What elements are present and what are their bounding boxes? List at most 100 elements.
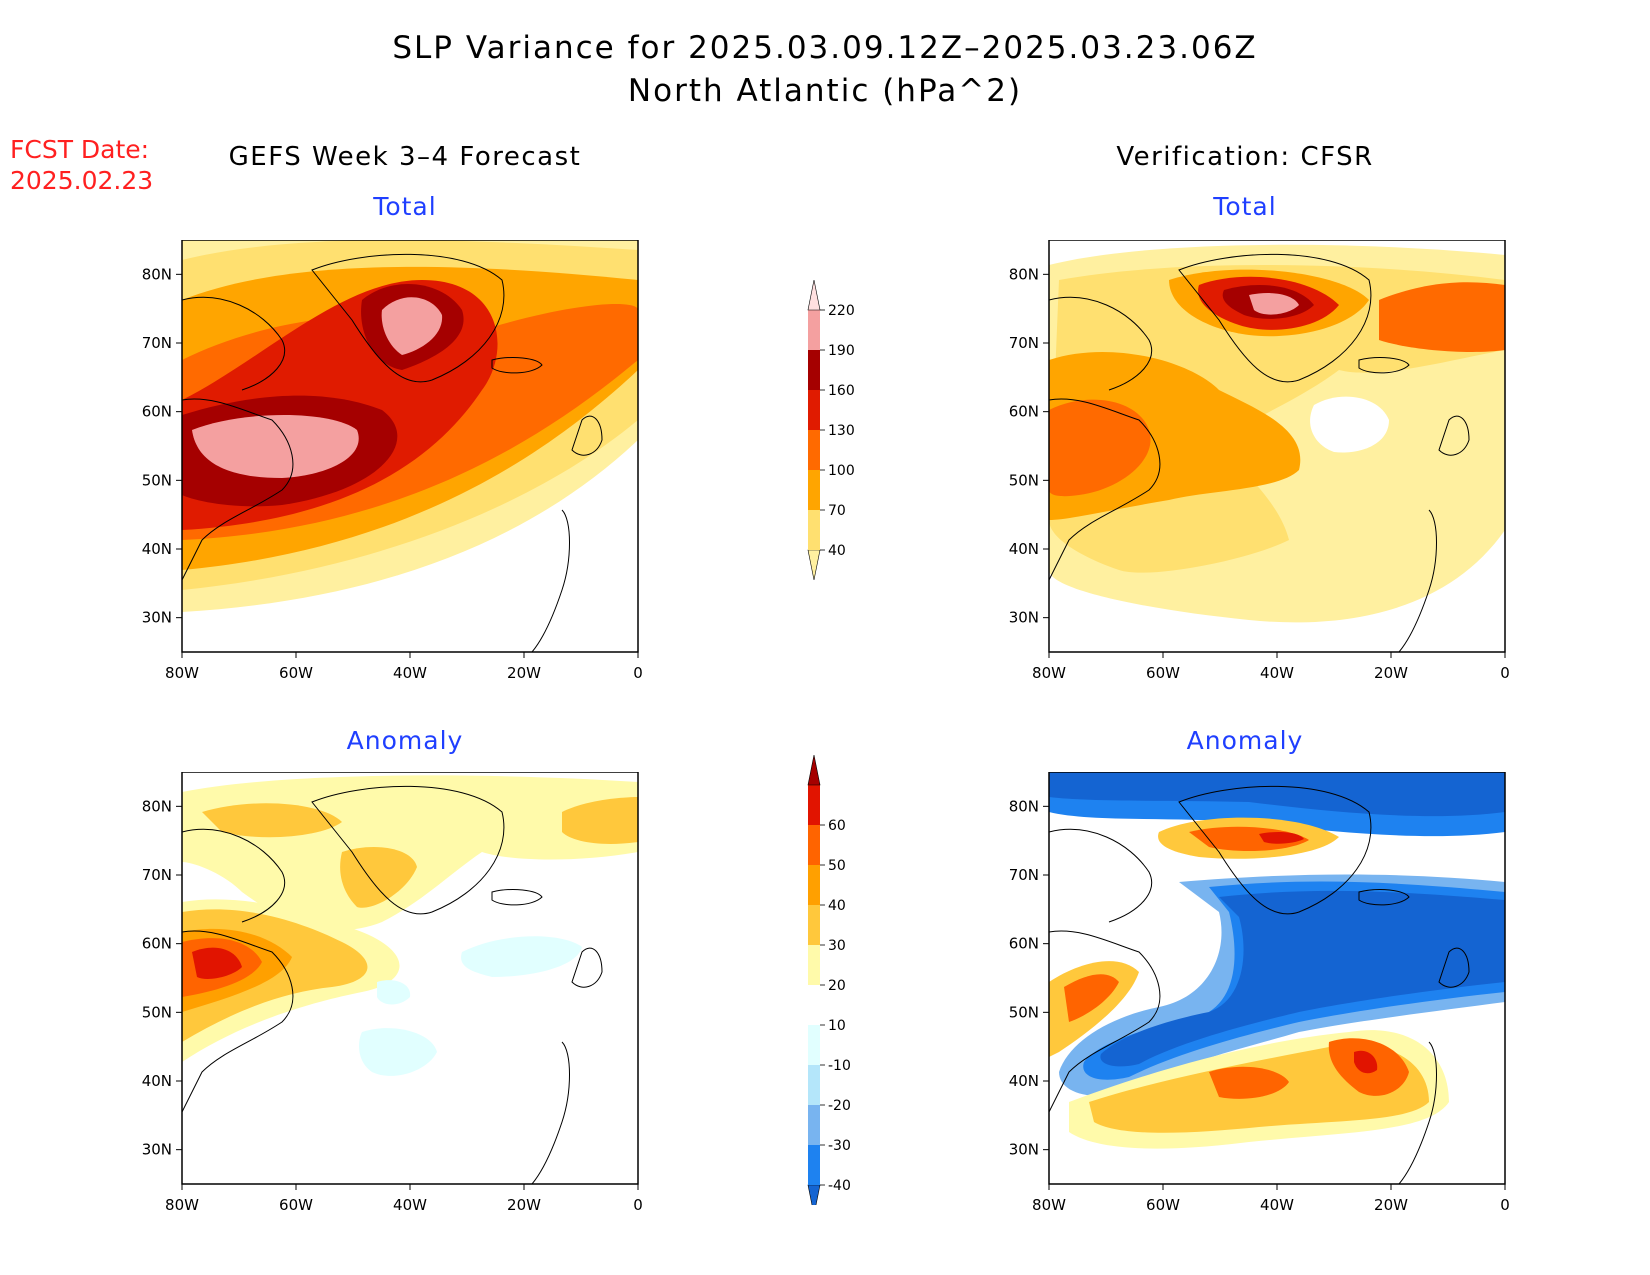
anom-neg40: [1100, 890, 1505, 1067]
contour-130: [1049, 399, 1151, 497]
colorbar-swatch: [808, 865, 820, 905]
axis-labels-forecast-anomaly: 80W 60W 40W 20W 0 30N 40N 50N 60N 70N 80N: [142, 797, 643, 1214]
lon-tick-label: 40W: [393, 1196, 427, 1214]
colorbar-label: 50: [828, 858, 846, 874]
colorbar-swatch: [808, 1065, 820, 1105]
map-verification-total: 80W 60W 40W 20W 0 30N 40N 50N 60N 70N 80N: [987, 239, 1517, 690]
lon-tick-label: 80W: [165, 1196, 199, 1214]
lon-tick-label: 20W: [507, 1196, 541, 1214]
contour-130-east: [1379, 282, 1505, 352]
colorbar-total: 40 70 100 130 160 190 220: [807, 280, 855, 581]
lon-tick-label: 0: [633, 1196, 643, 1214]
colorbar-label: 100: [828, 463, 855, 479]
anom-20-east: [562, 797, 638, 844]
colorbar-swatch: [808, 350, 820, 390]
anom-20-north: [202, 803, 342, 838]
lat-tick-label: 50N: [1009, 471, 1039, 489]
colorbar-swatch: [808, 390, 820, 430]
panel-subtitle-forecast-anomaly: Anomaly: [346, 726, 464, 755]
colorbar-label: 220: [828, 303, 855, 319]
lon-tick-label: 20W: [1374, 1196, 1408, 1214]
colorbar-cap-low: [807, 1184, 821, 1205]
lat-tick-label: 70N: [1009, 866, 1039, 884]
colorbar-swatch: [808, 985, 820, 1025]
anom-neg10-south: [359, 1028, 437, 1076]
map-verification-anomaly: 80W 60W 40W 20W 0 30N 40N 50N 60N 70N 80N: [987, 771, 1517, 1222]
lat-tick-label: 80N: [1009, 265, 1039, 283]
colorbar-label: 40: [828, 898, 846, 914]
lon-tick-label: 20W: [1374, 664, 1408, 682]
colorbar-label: 160: [828, 383, 855, 399]
main-title-line2: North Atlantic (hPa^2): [627, 73, 1023, 109]
lon-tick-label: 40W: [1260, 1196, 1294, 1214]
colorbar-swatch: [808, 785, 820, 825]
map-forecast-total: 80W 60W 40W 20W 0 30N 40N 50N 60N 70N 80N: [120, 239, 650, 690]
panel-subtitle-forecast-total: Total: [373, 192, 437, 221]
panel-subtitle-verification-total: Total: [1213, 192, 1277, 221]
colorbar-anomaly-swatches: -40 -30 -20 -10 10 20 30 40 50 60: [807, 755, 851, 1205]
lat-tick-label: 60N: [1009, 403, 1039, 421]
axis-labels-verification-total: 80W 60W 40W 20W 0 30N 40N 50N 60N 70N 80N: [1009, 265, 1510, 682]
lat-tick-label: 70N: [142, 866, 172, 884]
colorbar-cap-high: [807, 280, 821, 311]
low-variance-region: [1310, 396, 1389, 453]
colorbar-label: 10: [828, 1018, 846, 1034]
colorbar-anomaly: -40 -30 -20 -10 10 20 30 40 50 60: [807, 755, 851, 1205]
colorbar-swatch: [808, 310, 820, 350]
lon-tick-label: 60W: [279, 664, 313, 682]
colorbar-swatch: [808, 1145, 820, 1185]
map-forecast-anomaly-svg: 80W 60W 40W 20W 0 30N 40N 50N 60N 70N 80N: [142, 771, 643, 1214]
main-title-line1: SLP Variance for 2025.03.09.12Z–2025.03.…: [392, 30, 1258, 66]
colorbar-swatch: [808, 430, 820, 470]
anom-40-west: [1064, 974, 1119, 1022]
colorbar-label: -10: [828, 1058, 851, 1074]
contour-220-north: [381, 297, 443, 355]
lat-tick-label: 70N: [142, 334, 172, 352]
colorbar-label: 20: [828, 978, 846, 994]
lat-tick-label: 40N: [1009, 540, 1039, 558]
map-verification-anomaly-svg: 80W 60W 40W 20W 0 30N 40N 50N 60N 70N 80N: [1009, 771, 1510, 1214]
lon-tick-label: 0: [1500, 1196, 1510, 1214]
colorbar-cap-low: [807, 549, 821, 581]
colorbar-label: 130: [828, 423, 855, 439]
lat-tick-label: 80N: [142, 797, 172, 815]
contour-220: [1249, 293, 1299, 315]
lon-tick-label: 80W: [1032, 664, 1066, 682]
lat-tick-label: 70N: [1009, 334, 1039, 352]
lon-tick-label: 60W: [1146, 664, 1180, 682]
colorbar-label: 30: [828, 938, 846, 954]
lat-tick-label: 60N: [142, 403, 172, 421]
colorbar-swatch: [808, 825, 820, 865]
contour-220: [192, 415, 359, 478]
colorbar-label: -40: [828, 1178, 851, 1194]
lat-tick-label: 30N: [142, 1141, 172, 1159]
panel-subtitle-verification-anomaly: Anomaly: [1186, 726, 1304, 755]
anom-50: [192, 947, 242, 979]
anom-20-greenland: [340, 847, 417, 908]
anom-neg10-mid: [377, 980, 411, 1005]
map-forecast-anomaly: 80W 60W 40W 20W 0 30N 40N 50N 60N 70N 80N: [120, 771, 650, 1222]
lat-tick-label: 60N: [1009, 935, 1039, 953]
lon-tick-label: 80W: [165, 664, 199, 682]
lat-tick-label: 80N: [142, 265, 172, 283]
lat-tick-label: 30N: [1009, 1141, 1039, 1159]
axis-labels-forecast-total: 80W 60W 40W 20W 0 30N 40N 50N 60N 70N 80N: [142, 265, 643, 682]
anom-neg40-north: [1049, 772, 1505, 817]
lon-tick-label: 60W: [1146, 1196, 1180, 1214]
map-verification-total-svg: 80W 60W 40W 20W 0 30N 40N 50N 60N 70N 80N: [1009, 239, 1510, 682]
colorbar-label: 40: [828, 543, 846, 559]
fcst-date-value: 2025.02.23: [10, 166, 154, 195]
anom-50-southeast: [1354, 1050, 1378, 1074]
lon-tick-label: 40W: [1260, 664, 1294, 682]
lon-tick-label: 0: [1500, 664, 1510, 682]
anom-neg10: [461, 936, 582, 977]
colorbar-swatch: [808, 945, 820, 985]
lat-tick-label: 60N: [142, 935, 172, 953]
lat-tick-label: 50N: [142, 1003, 172, 1021]
lat-tick-label: 40N: [142, 1072, 172, 1090]
map-forecast-total-svg: 80W 60W 40W 20W 0 30N 40N 50N 60N 70N 80N: [142, 239, 643, 682]
lat-tick-label: 40N: [142, 540, 172, 558]
colorbar-swatch: [808, 510, 820, 550]
colorbar-label: 190: [828, 343, 855, 359]
axis-labels-verification-anomaly: 80W 60W 40W 20W 0 30N 40N 50N 60N 70N 80N: [1009, 797, 1510, 1214]
